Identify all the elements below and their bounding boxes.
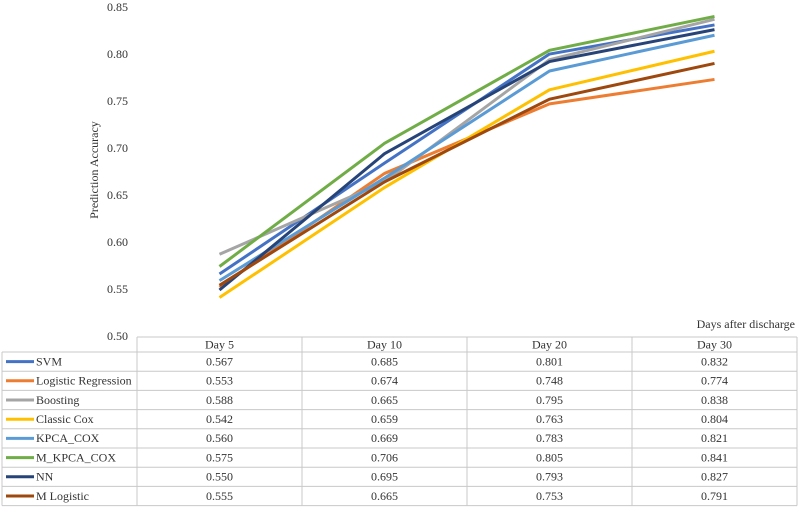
table-value: 0.695 [371,470,398,484]
table-value: 0.550 [206,470,233,484]
legend-label: M_KPCA_COX [36,450,116,464]
table-value: 0.659 [371,412,398,426]
y-tick-label: 0.55 [107,282,128,296]
table-value: 0.763 [536,412,563,426]
table-value: 0.795 [536,393,563,407]
legend-label: Logistic Regression [36,374,132,388]
x-axis-title: Days after discharge [697,317,795,331]
y-tick-label: 0.50 [107,329,128,343]
x-tick-label: Day 30 [697,337,732,351]
legend-label: M Logistic [36,489,89,503]
table-value: 0.793 [536,470,563,484]
series-line [218,61,715,287]
table-value: 0.567 [206,354,233,368]
y-axis-title: Prediction Accuracy [87,121,101,219]
table-value: 0.805 [536,450,563,464]
table-value: 0.804 [701,412,728,426]
series-line [218,77,715,289]
table-value: 0.748 [536,374,563,388]
legend-label: NN [36,470,54,484]
table-value: 0.555 [206,489,233,503]
legend-label: SVM [36,354,62,368]
table-value: 0.542 [206,412,233,426]
table-value: 0.753 [536,489,563,503]
legend-label: KPCA_COX [36,431,100,445]
series-line [218,17,715,256]
table-value: 0.838 [701,393,728,407]
table-value: 0.706 [371,450,398,464]
y-tick-label: 0.75 [107,94,128,108]
table-value: 0.665 [371,393,398,407]
table-value: 0.821 [701,431,728,445]
table-value: 0.669 [371,431,398,445]
table-value: 0.685 [371,354,398,368]
series-line [218,28,715,292]
y-tick-label: 0.85 [107,0,128,14]
y-tick-label: 0.80 [107,47,128,61]
table-value: 0.588 [206,393,233,407]
table-value: 0.665 [371,489,398,503]
table-value: 0.774 [701,374,728,388]
x-tick-label: Day 5 [205,337,234,351]
x-tick-label: Day 20 [532,337,567,351]
table-value: 0.560 [206,431,233,445]
legend-label: Boosting [36,393,79,407]
table-value: 0.791 [701,489,728,503]
legend-label: Classic Cox [36,412,94,426]
x-tick-label: Day 10 [367,337,402,351]
table-value: 0.553 [206,374,233,388]
table-value: 0.783 [536,431,563,445]
table-value: 0.575 [206,450,233,464]
series-line [218,49,715,299]
table-value: 0.832 [701,354,728,368]
table-value: 0.674 [371,374,398,388]
table-value: 0.801 [536,354,563,368]
table-value: 0.841 [701,450,728,464]
y-tick-label: 0.70 [107,141,128,155]
table-value: 0.827 [701,470,728,484]
series-line [218,14,715,268]
y-tick-label: 0.60 [107,235,128,249]
y-tick-label: 0.65 [107,188,128,202]
series-line [218,33,715,282]
